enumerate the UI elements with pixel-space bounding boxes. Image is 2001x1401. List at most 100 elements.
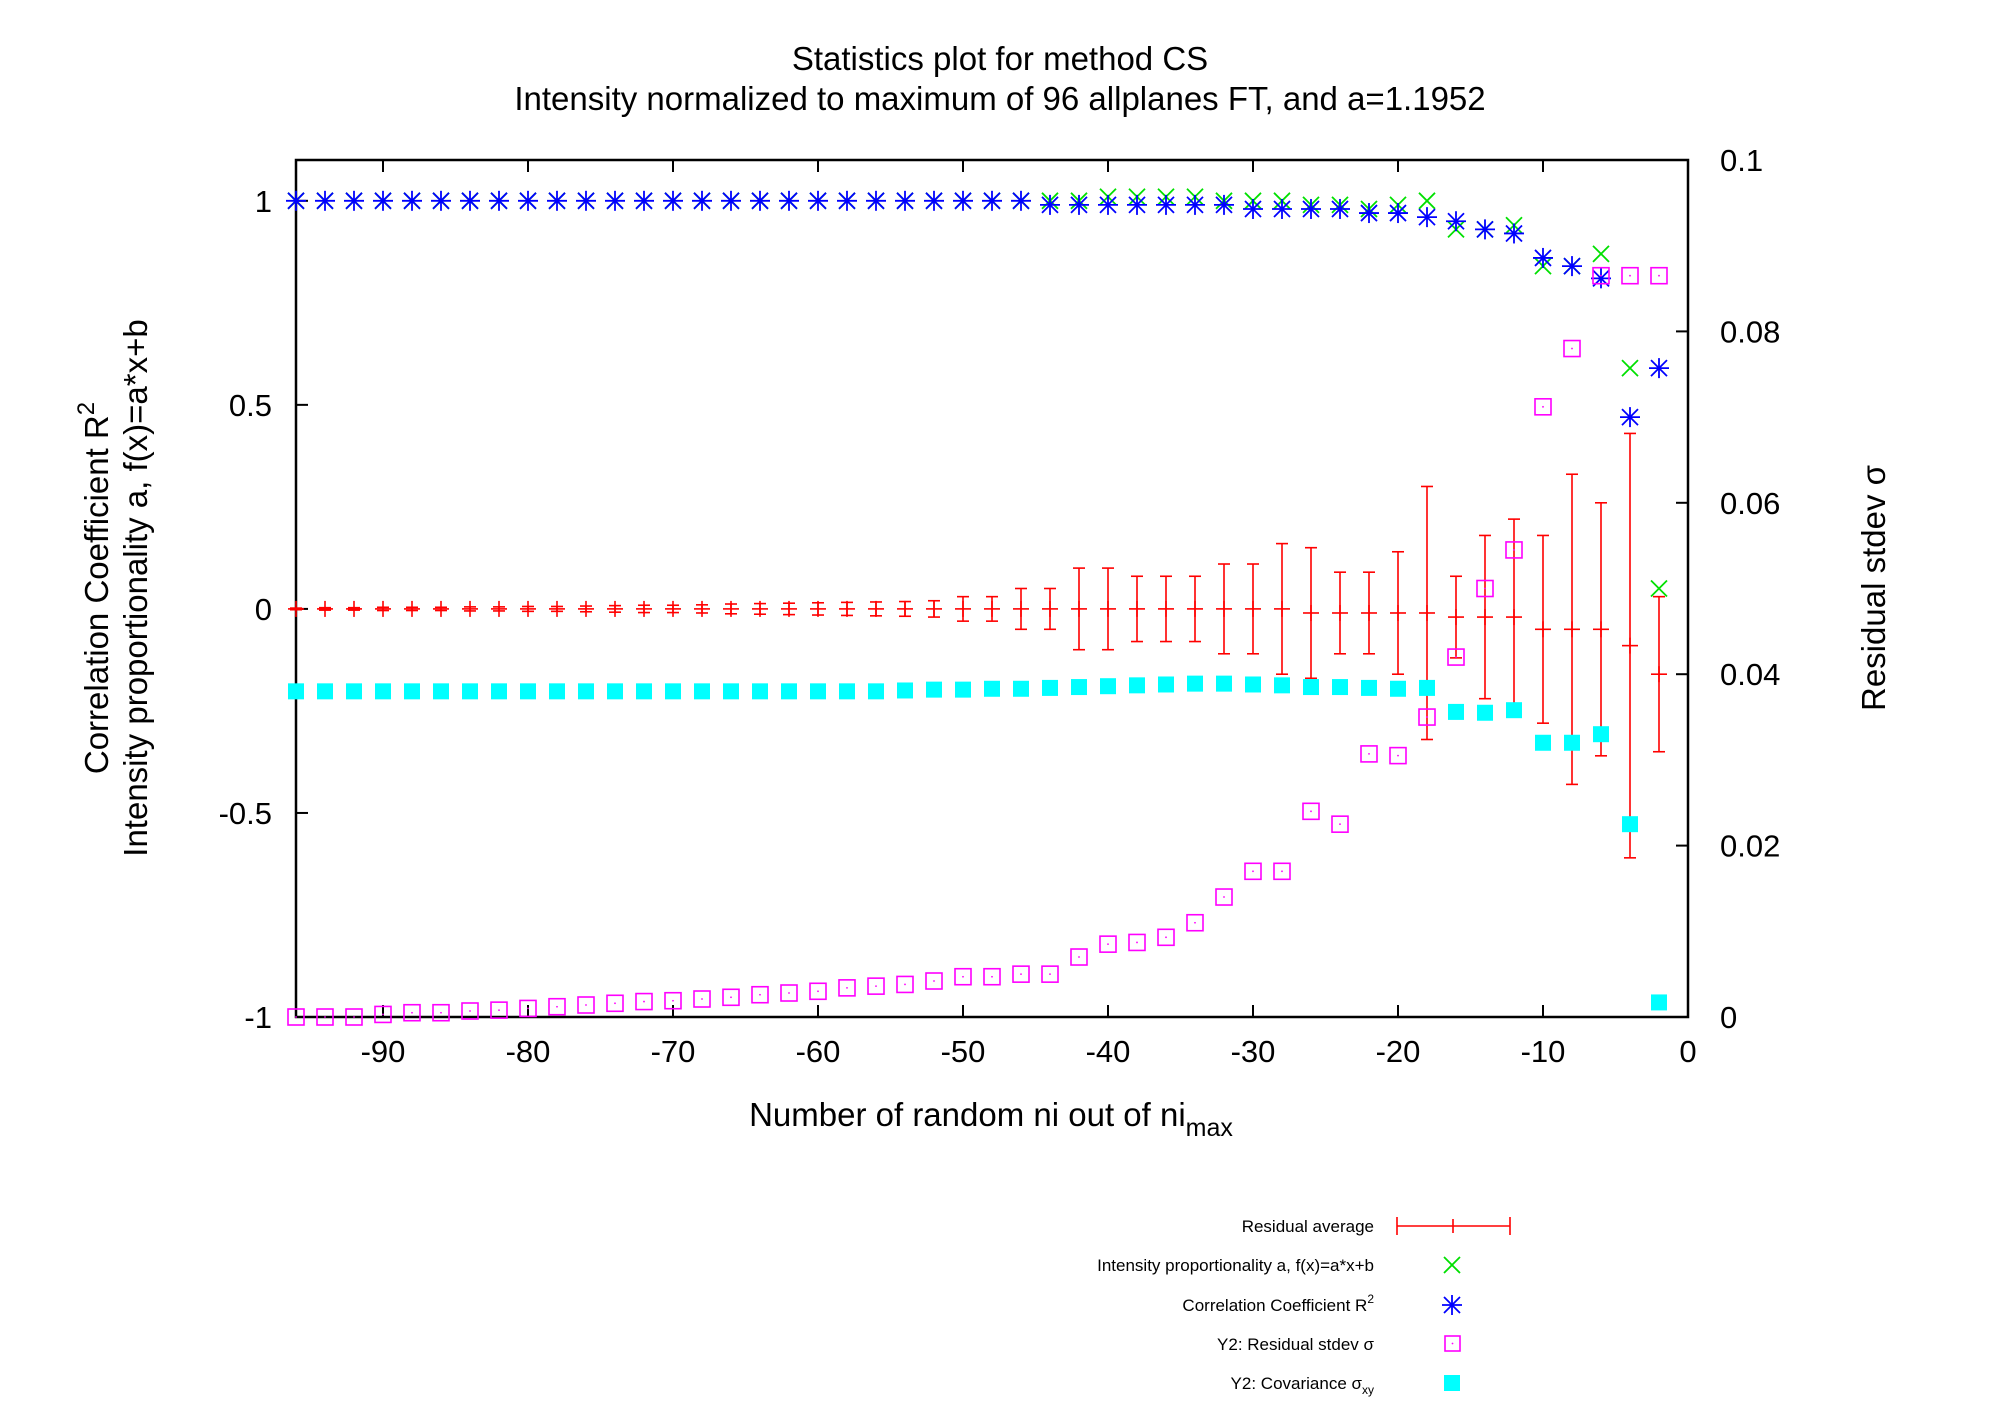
correlation-point: [1388, 203, 1408, 224]
proportionality-point: [1418, 192, 1436, 210]
correlation-point: [953, 190, 973, 211]
x-axis-label-sub: max: [1186, 1114, 1234, 1142]
residual-average-point: [1158, 575, 1174, 643]
residual-average-point: [1071, 567, 1087, 651]
residual-average-point: [1419, 485, 1435, 741]
legend-label-correlation-main: Correlation Coefficient R: [1182, 1296, 1367, 1315]
x-tick-label: -70: [651, 1034, 696, 1069]
residual-stdev-point: [1476, 579, 1494, 598]
legend-label-correlation-coefficient: Correlation Coefficient R2: [1182, 1292, 1374, 1315]
correlation-point: [576, 190, 596, 211]
axis-ticks: -90 -80 -70 -60 -50 -40 -30 -20 -10 0 -1 -0.5 0 0.5 1 0…: [219, 143, 1781, 1069]
x-tick-label: -60: [796, 1034, 841, 1069]
correlation-point: [1649, 358, 1669, 379]
y-tick-label: -1: [244, 1000, 272, 1035]
series-2: [286, 190, 1669, 428]
covariance-point: [1129, 677, 1145, 694]
correlation-point: [1214, 194, 1234, 215]
residual-stdev-point: [867, 977, 885, 995]
covariance-point: [578, 683, 594, 700]
correlation-point: [866, 190, 886, 211]
residual-average-point: [1129, 575, 1145, 643]
proportionality-point: [1592, 245, 1610, 263]
covariance-point: [1477, 704, 1493, 721]
y-axis-label-line1: Correlation Coefficient R2: [73, 402, 115, 774]
covariance-point: [723, 683, 739, 700]
x-axis-label-main: Number of random ni out of ni: [749, 1096, 1186, 1133]
correlation-point: [489, 190, 509, 211]
residual-stdev-point: [1505, 541, 1523, 559]
residual-average-point: [781, 600, 797, 617]
residual-stdev-point: [954, 967, 972, 986]
legend-marker-residual-stdev: [1444, 1335, 1461, 1352]
covariance-point: [1593, 726, 1609, 743]
residual-average-point: [1448, 575, 1464, 659]
correlation-point: [837, 190, 857, 211]
covariance-point: [897, 682, 913, 699]
residual-stdev-point: [1128, 933, 1146, 952]
correlation-point: [982, 190, 1002, 211]
residual-average-point: [752, 600, 768, 617]
legend-label-residual-average: Residual average: [1242, 1217, 1374, 1236]
legend-label-covariance: Y2: Covariance σxy: [1231, 1374, 1374, 1397]
correlation-point: [1591, 268, 1611, 289]
residual-stdev-point: [1186, 913, 1204, 932]
covariance-point: [839, 683, 855, 700]
residual-stdev-point: [693, 990, 711, 1008]
residual-average-point: [1274, 542, 1290, 676]
plot-frame: [294, 158, 1690, 1019]
correlation-point: [1562, 256, 1582, 277]
covariance-point: [1564, 734, 1580, 751]
covariance-point: [1216, 675, 1232, 692]
covariance-point: [984, 680, 1000, 697]
covariance-point: [810, 683, 826, 700]
correlation-point: [460, 190, 480, 211]
residual-stdev-point: [548, 997, 566, 1016]
residual-average-point: [1622, 432, 1638, 859]
residual-stdev-point: [1244, 862, 1262, 881]
covariance-point: [1071, 679, 1087, 696]
residual-stdev-point: [635, 992, 653, 1011]
covariance-point: [752, 683, 768, 700]
residual-stdev-point: [925, 972, 943, 990]
chart-title: Statistics plot for method CS: [792, 40, 1208, 77]
residual-stdev-point: [577, 996, 595, 1014]
covariance-point: [1332, 679, 1348, 696]
correlation-point: [808, 190, 828, 211]
residual-stdev-point: [316, 1008, 334, 1026]
series-0: [288, 432, 1667, 859]
covariance-point: [1013, 680, 1029, 697]
series-3: [287, 266, 1668, 1026]
residual-average-point: [1013, 587, 1029, 631]
residual-average-point: [897, 600, 913, 618]
x-tick-label: -10: [1521, 1034, 1566, 1069]
legend-label-covariance-main: Y2: Covariance σ: [1231, 1374, 1363, 1393]
covariance-point: [868, 683, 884, 700]
covariance-point: [1622, 816, 1638, 833]
covariance-point: [1303, 679, 1319, 696]
residual-average-point: [317, 600, 333, 617]
covariance-point: [781, 683, 797, 700]
correlation-point: [1272, 198, 1292, 219]
residual-average-point: [404, 600, 420, 617]
y-tick-label: 0: [255, 592, 272, 627]
residual-stdev-point: [896, 975, 914, 994]
residual-average-point: [1361, 571, 1377, 655]
residual-average-point: [346, 600, 362, 617]
covariance-point: [665, 683, 681, 700]
x-tick-label: -20: [1376, 1034, 1421, 1069]
residual-stdev-point: [1563, 339, 1581, 358]
x-tick-label: -30: [1231, 1034, 1276, 1069]
residual-average-point: [375, 600, 391, 617]
residual-average-point: [868, 600, 884, 617]
legend: Residual average Intensity proportionali…: [1097, 1217, 1511, 1397]
covariance-point: [549, 683, 565, 700]
covariance-point: [955, 681, 971, 698]
residual-average-point: [1042, 587, 1058, 631]
correlation-point: [373, 190, 393, 211]
residual-average-point: [1332, 571, 1348, 655]
y-axis-label-line2: Intensity proportionality a, f(x)=a*x+b: [117, 319, 154, 856]
y-tick-label: -0.5: [219, 796, 272, 831]
legend-marker-correlation-coefficient: [1442, 1295, 1462, 1315]
correlation-point: [1446, 211, 1466, 232]
